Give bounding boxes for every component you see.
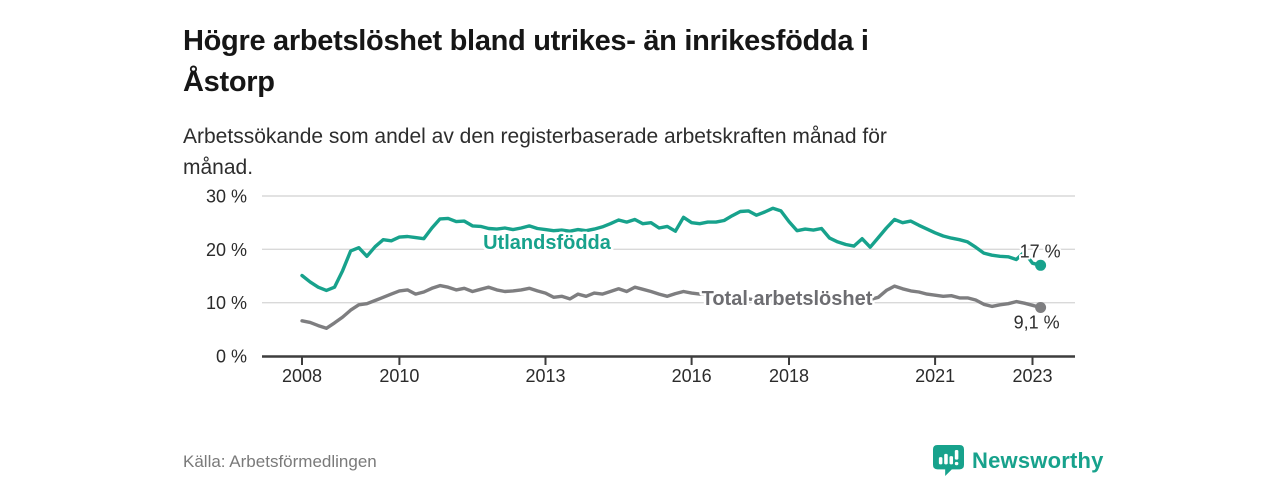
series-inline-label-0: Utlandsfödda bbox=[483, 232, 612, 254]
page-title-line2: Åstorp bbox=[183, 66, 275, 99]
brand-name: Newsworthy bbox=[972, 447, 1104, 473]
y-tick-label: 10 % bbox=[206, 293, 247, 313]
series-inline-label-1: Total arbetslöshet bbox=[702, 288, 873, 310]
series-end-value-1: 9,1 % bbox=[1014, 313, 1060, 333]
page-title: Högre arbetslöshet bland utrikes- än inr… bbox=[183, 21, 1083, 103]
x-tick-label: 2010 bbox=[379, 366, 419, 386]
x-tick-label: 2016 bbox=[672, 366, 712, 386]
series-line-0 bbox=[300, 206, 1043, 293]
x-tick-label: 2008 bbox=[282, 366, 322, 386]
page-title-line1: Högre arbetslöshet bland utrikes- än inr… bbox=[183, 25, 869, 58]
newsworthy-logo-icon bbox=[933, 445, 964, 476]
chart-subtitle: Arbetssökande som andel av den registerb… bbox=[183, 121, 1063, 183]
brand-logo: Newsworthy bbox=[933, 445, 1104, 476]
y-tick-label: 0 % bbox=[216, 347, 247, 367]
x-tick-label: 2021 bbox=[915, 366, 955, 386]
source-note: Källa: Arbetsförmedlingen bbox=[183, 452, 377, 471]
chart-subtitle-line2: månad. bbox=[183, 156, 254, 179]
series-end-value-0: 17 % bbox=[1020, 241, 1061, 261]
series-end-dot-0 bbox=[1035, 259, 1047, 271]
x-tick-label: 2023 bbox=[1012, 366, 1052, 386]
x-tick-label: 2013 bbox=[525, 366, 565, 386]
chart-subtitle-line1: Arbetssökande som andel av den registerb… bbox=[183, 125, 887, 148]
y-tick-label: 20 % bbox=[206, 240, 247, 260]
series-end-dot-1 bbox=[1035, 302, 1047, 313]
x-tick-label: 2018 bbox=[769, 366, 809, 386]
series-line-1 bbox=[300, 283, 1043, 330]
y-tick-label: 30 % bbox=[206, 187, 247, 207]
